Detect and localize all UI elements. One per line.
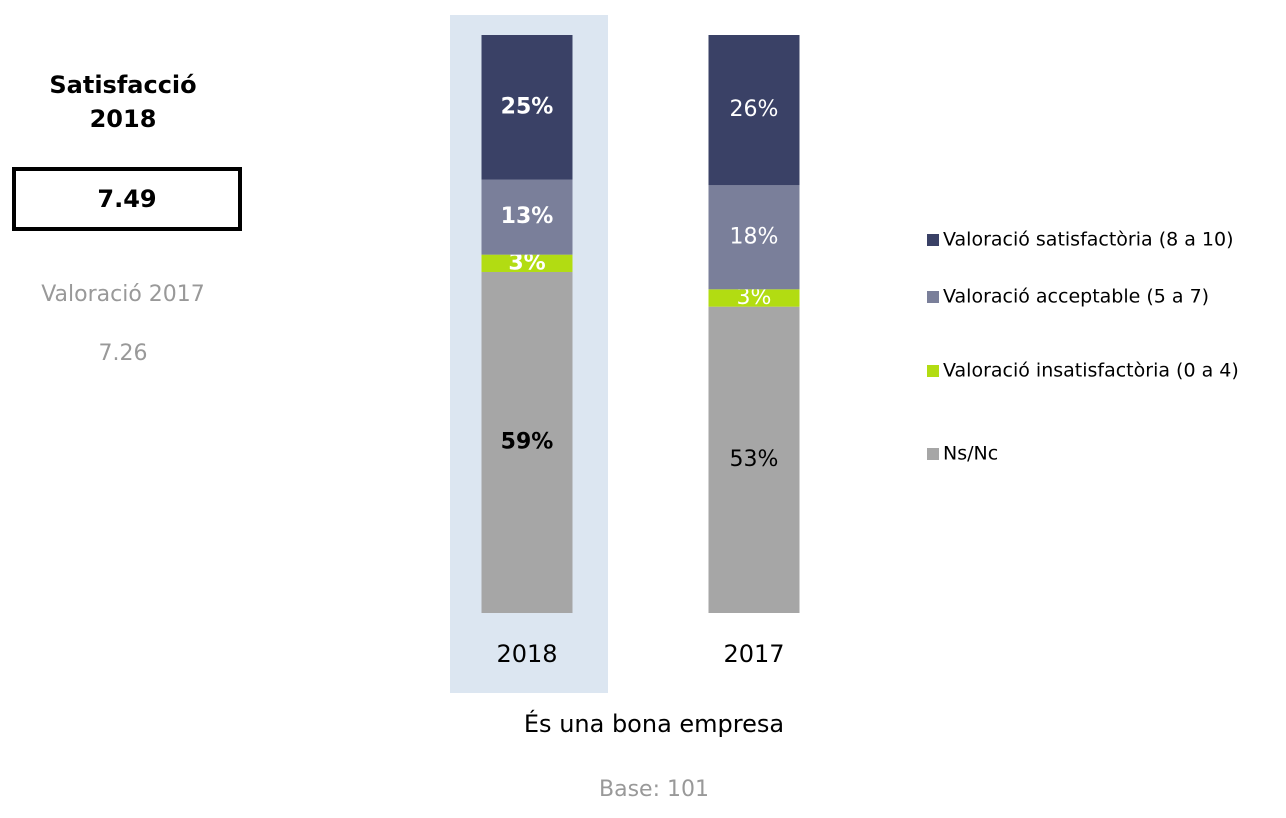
bar-segment [708,289,800,307]
legend-swatch [927,365,939,377]
bar-segment [481,254,573,272]
panel-title: Satisfacció 2018 [49,71,197,133]
legend-swatch [927,448,939,460]
bar-segment [708,306,800,613]
score-box: 7.49 [12,167,242,231]
bar-segment [708,185,800,290]
legend-swatch [927,234,939,246]
x-tick-label: 2017 [723,640,784,668]
value-label: 18% [730,224,779,249]
bar-segment [481,271,573,613]
x-tick-label: 2018 [496,640,557,668]
legend-label: Valoració insatisfactòria (0 a 4) [943,360,1239,382]
previous-score: 7.26 [98,341,148,366]
legend-label: Ns/Nc [943,443,998,465]
legend-label: Valoració satisfactòria (8 a 10) [943,229,1234,251]
value-label: 13% [501,204,554,229]
bar-segment [708,35,800,186]
legend-label: Valoració acceptable (5 a 7) [943,286,1209,308]
base-note: Base: 101 [599,777,709,802]
value-label: 26% [730,97,779,122]
bar-segment [481,35,573,180]
legend-swatch [927,291,939,303]
value-label: 25% [501,94,554,119]
x-axis-title: És una bona empresa [524,709,784,738]
value-label: 53% [730,447,779,472]
bar-segment [481,179,573,255]
previous-label: Valoració 2017 [41,282,205,307]
value-label: 59% [501,429,554,454]
